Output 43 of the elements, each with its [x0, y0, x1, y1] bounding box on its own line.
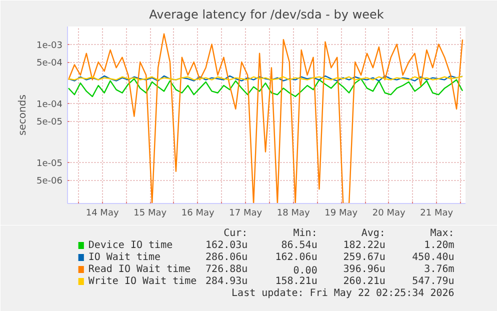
y-tick-label: 1e-05	[36, 158, 63, 169]
x-tick-label: 17 May	[229, 208, 263, 218]
text: 547.79u	[412, 276, 454, 287]
legend-label: Write IO Wait time	[88, 276, 197, 287]
legend-label: IO Wait time	[88, 252, 161, 263]
chart-title: Average latency for /dev/sda - by week	[149, 8, 384, 22]
x-tick-label: 21 May	[420, 208, 454, 218]
y-tick-label: 1e-03	[36, 40, 63, 51]
x-tick-label: 15 May	[134, 208, 168, 218]
text: 286.06u	[206, 252, 248, 263]
line-series	[68, 78, 464, 98]
y-tick-label: 5e-05	[36, 118, 63, 128]
text: Max:	[430, 228, 454, 239]
text: 726.88u	[206, 264, 248, 275]
line-series	[68, 33, 464, 204]
text: 158.21u	[275, 276, 318, 287]
x-tick-label: 20 May	[372, 208, 406, 218]
text: 284.93u	[206, 276, 248, 287]
text: 162.06u	[275, 252, 318, 263]
text: 450.40u	[412, 252, 454, 263]
text: 182.22u	[343, 240, 386, 251]
y-tick-label: 5e-06	[36, 176, 63, 187]
text: 396.96u	[343, 264, 386, 275]
text: 162.03u	[206, 240, 248, 251]
y-tick-label: 5e-04	[36, 58, 63, 69]
text: 259.67u	[343, 252, 386, 263]
text: Cur:	[224, 228, 248, 239]
x-tick-label: 18 May	[276, 208, 310, 218]
text: Avg:	[361, 228, 386, 239]
y-axis-title: seconds	[18, 94, 29, 136]
x-tick-label: 14 May	[86, 208, 120, 218]
text: 86.54u	[281, 240, 318, 251]
text: 1.20m	[424, 240, 454, 251]
legend-label: Device IO time	[88, 240, 173, 251]
legend-label: Read IO Wait time	[88, 264, 191, 275]
text: Last update: Fri May 22 02:25:34 2026	[232, 288, 454, 299]
text: 0.00	[293, 266, 318, 276]
y-tick-label: 1e-04	[36, 100, 63, 110]
text: 260.21u	[343, 276, 386, 287]
x-tick-label: 19 May	[324, 208, 358, 218]
text: Min:	[293, 228, 318, 239]
x-tick-label: 16 May	[181, 208, 215, 218]
text: 3.76m	[424, 264, 454, 275]
